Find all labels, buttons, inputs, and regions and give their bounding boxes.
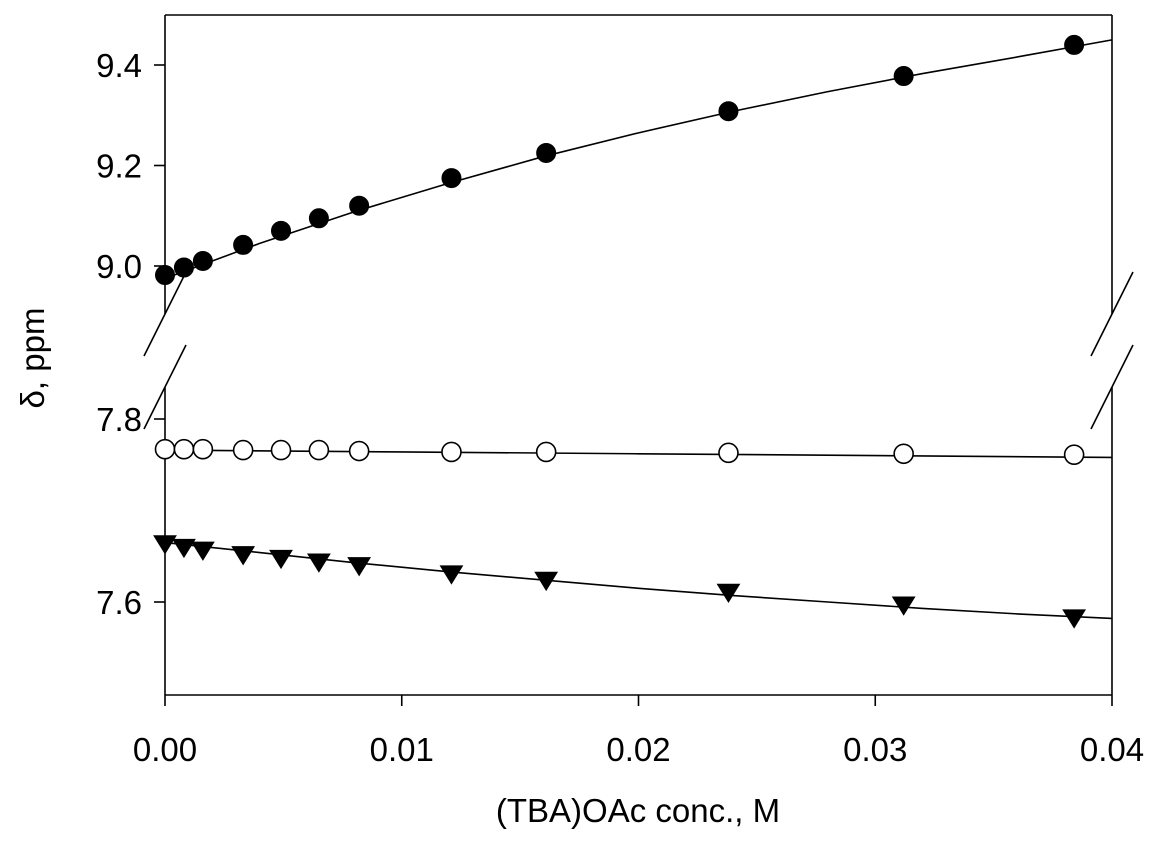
x-tick-label: 0.00 bbox=[133, 731, 197, 768]
tick-labels: 0.00 0.01 0.02 0.03 0.04 9.0 9.2 9.4 7.6 7.8 bbox=[96, 47, 1144, 768]
data-point-triangle-down bbox=[190, 541, 215, 561]
data-point-filled-circle bbox=[441, 168, 462, 189]
data-point-triangle-down bbox=[153, 535, 177, 555]
fit-line-series-1 bbox=[164, 39, 1113, 280]
y-tick-label: 9.4 bbox=[96, 47, 142, 84]
y-tick-label: 7.8 bbox=[96, 401, 142, 438]
data-point-triangle-down bbox=[231, 546, 256, 566]
data-point-triangle-down bbox=[306, 553, 331, 573]
y-tick-label: 9.0 bbox=[96, 248, 142, 285]
data-point-triangle-down bbox=[347, 557, 372, 577]
x-tick-label: 0.03 bbox=[843, 731, 907, 768]
fit-line-series-2 bbox=[164, 449, 1113, 459]
axis-ticks bbox=[154, 64, 1113, 706]
data-point-triangle-down bbox=[172, 538, 196, 559]
data-point-filled-circle bbox=[536, 142, 557, 163]
data-point-filled-circle bbox=[271, 220, 292, 241]
data-point-filled-circle bbox=[349, 195, 370, 216]
data-point-open-circle bbox=[173, 438, 195, 460]
data-point-filled-circle bbox=[233, 234, 254, 255]
data-points bbox=[153, 34, 1087, 629]
axis-break-mark bbox=[143, 271, 187, 357]
data-point-filled-circle bbox=[192, 250, 213, 271]
x-tick-label: 0.01 bbox=[370, 731, 434, 768]
axes-frame bbox=[164, 14, 1113, 696]
axis-break-mark bbox=[143, 344, 187, 430]
data-point-triangle-down bbox=[716, 583, 741, 603]
data-point-open-circle bbox=[192, 438, 214, 460]
data-point-open-circle bbox=[1063, 444, 1085, 465]
data-point-open-circle bbox=[308, 439, 330, 461]
data-point-open-circle bbox=[718, 442, 739, 464]
x-tick-label: 0.02 bbox=[606, 731, 670, 768]
data-point-triangle-down bbox=[439, 565, 464, 585]
axis-break-mark bbox=[1090, 344, 1134, 430]
data-point-filled-circle bbox=[173, 257, 194, 278]
data-point-open-circle bbox=[348, 440, 370, 462]
fit-lines bbox=[164, 39, 1113, 620]
data-point-open-circle bbox=[441, 441, 462, 463]
data-point-open-circle bbox=[232, 439, 254, 461]
data-point-triangle-down bbox=[1062, 609, 1087, 629]
x-tick-label: 0.04 bbox=[1080, 731, 1144, 768]
data-point-triangle-down bbox=[534, 571, 559, 592]
data-point-open-circle bbox=[270, 439, 292, 461]
x-axis-title: (TBA)OAc conc., M bbox=[496, 792, 780, 829]
fit-line-series-3 bbox=[164, 541, 1113, 620]
data-point-open-circle bbox=[535, 441, 557, 463]
data-point-triangle-down bbox=[269, 549, 293, 570]
data-point-open-circle bbox=[154, 438, 176, 460]
data-point-filled-circle bbox=[718, 101, 739, 122]
y-tick-label: 7.6 bbox=[96, 584, 142, 621]
data-point-triangle-down bbox=[891, 596, 916, 616]
axis-break-marks bbox=[143, 271, 1134, 430]
data-point-filled-circle bbox=[308, 208, 329, 229]
data-point-filled-circle bbox=[155, 265, 175, 286]
data-point-open-circle bbox=[893, 443, 914, 465]
y-tick-label: 9.2 bbox=[96, 148, 142, 185]
y-axis-title: δ, ppm bbox=[14, 308, 51, 409]
axis-break-mark bbox=[1090, 271, 1134, 357]
data-point-filled-circle bbox=[1064, 34, 1085, 55]
data-point-filled-circle bbox=[893, 66, 914, 87]
